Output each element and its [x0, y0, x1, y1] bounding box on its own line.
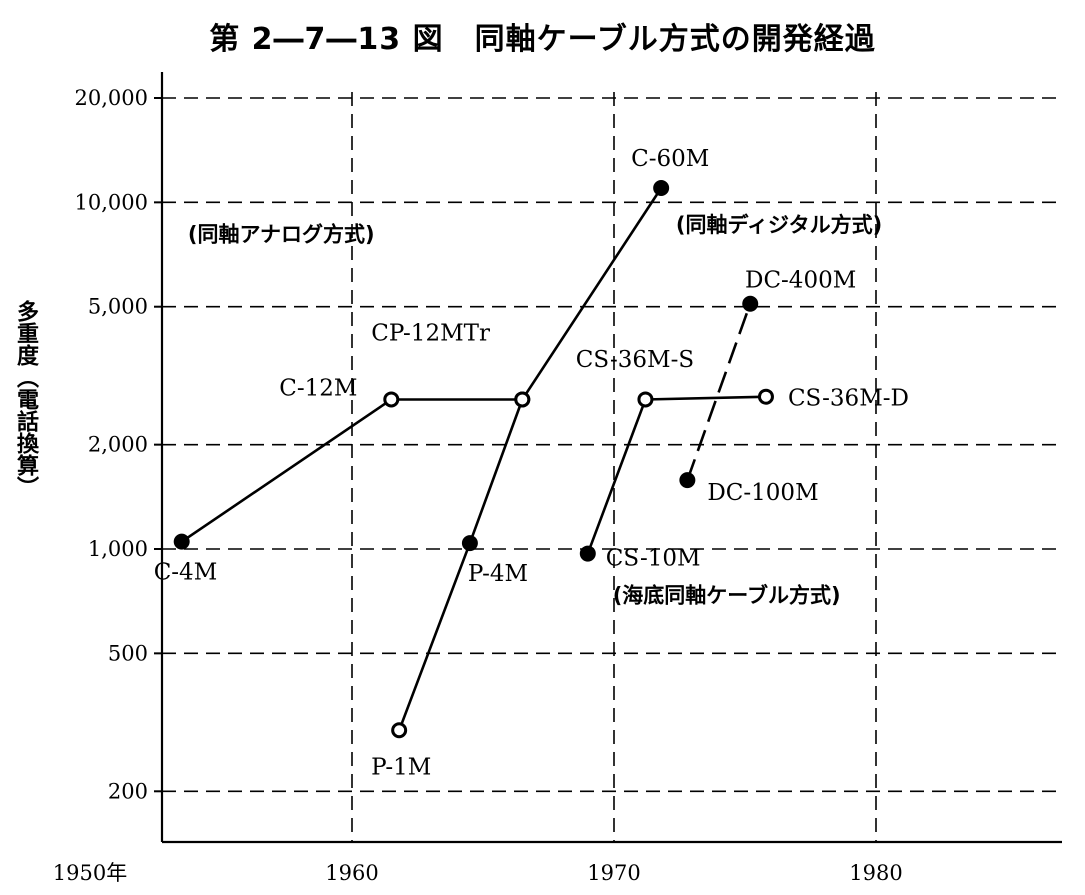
chart-title: 第 2―7―13 図 同軸ケーブル方式の開発経過	[209, 22, 876, 57]
region-annotation: (同軸アナログ方式)	[188, 223, 375, 247]
point-label: P-4M	[468, 561, 528, 587]
data-point	[461, 535, 478, 552]
y-tick-label: 200	[108, 779, 148, 803]
region-annotation: (海底同軸ケーブル方式)	[613, 584, 841, 608]
data-point	[653, 180, 670, 197]
series-line	[686, 303, 752, 481]
data-point	[173, 533, 190, 550]
point-label: CP-12MTr	[371, 320, 490, 346]
point-label: P-1M	[371, 754, 431, 780]
point-label: CS-36M-S	[576, 347, 694, 373]
region-annotation: (同軸ディジタル方式)	[676, 213, 882, 237]
point-label: DC-100M	[707, 480, 818, 506]
data-point	[579, 545, 596, 562]
x-tick-label: 1980	[849, 861, 902, 885]
grid-layer	[162, 92, 1062, 842]
y-tick-label: 1,000	[88, 537, 148, 561]
data-point	[637, 391, 654, 408]
data-point	[742, 295, 759, 312]
data-point	[757, 388, 774, 405]
series-layer	[180, 187, 767, 731]
point-label: C-4M	[154, 560, 218, 586]
point-label: C-12M	[279, 375, 357, 401]
series-line	[180, 187, 663, 543]
x-tick-label: 1950年	[53, 861, 127, 885]
label-layer: C-4M C-12M C-60M P-1M P-4M CS-10M CS-36M-D DC-1…	[154, 146, 909, 780]
point-label: CS-36M-D	[788, 386, 909, 412]
x-tick-label: 1970	[587, 861, 640, 885]
point-label: CS-10M	[606, 546, 701, 572]
y-axis-label: 多重度（電話換算）	[13, 300, 38, 498]
axis-layer: 20,000 10,000 5,000 2,000 1,000 500 200 1950年 19…	[53, 72, 1062, 885]
y-tick-label: 500	[108, 641, 148, 665]
y-tick-label: 10,000	[75, 190, 148, 214]
point-label: C-60M	[631, 146, 709, 172]
y-tick-label: 5,000	[88, 295, 148, 319]
y-tick-label: 2,000	[88, 433, 148, 457]
data-point	[391, 722, 408, 739]
data-point	[679, 472, 696, 489]
point-layer	[173, 180, 774, 739]
x-tick-label: 1960	[325, 861, 378, 885]
data-point	[514, 391, 531, 408]
point-label: DC-400M	[745, 268, 856, 294]
y-tick-label: 20,000	[75, 86, 148, 110]
data-point	[383, 391, 400, 408]
